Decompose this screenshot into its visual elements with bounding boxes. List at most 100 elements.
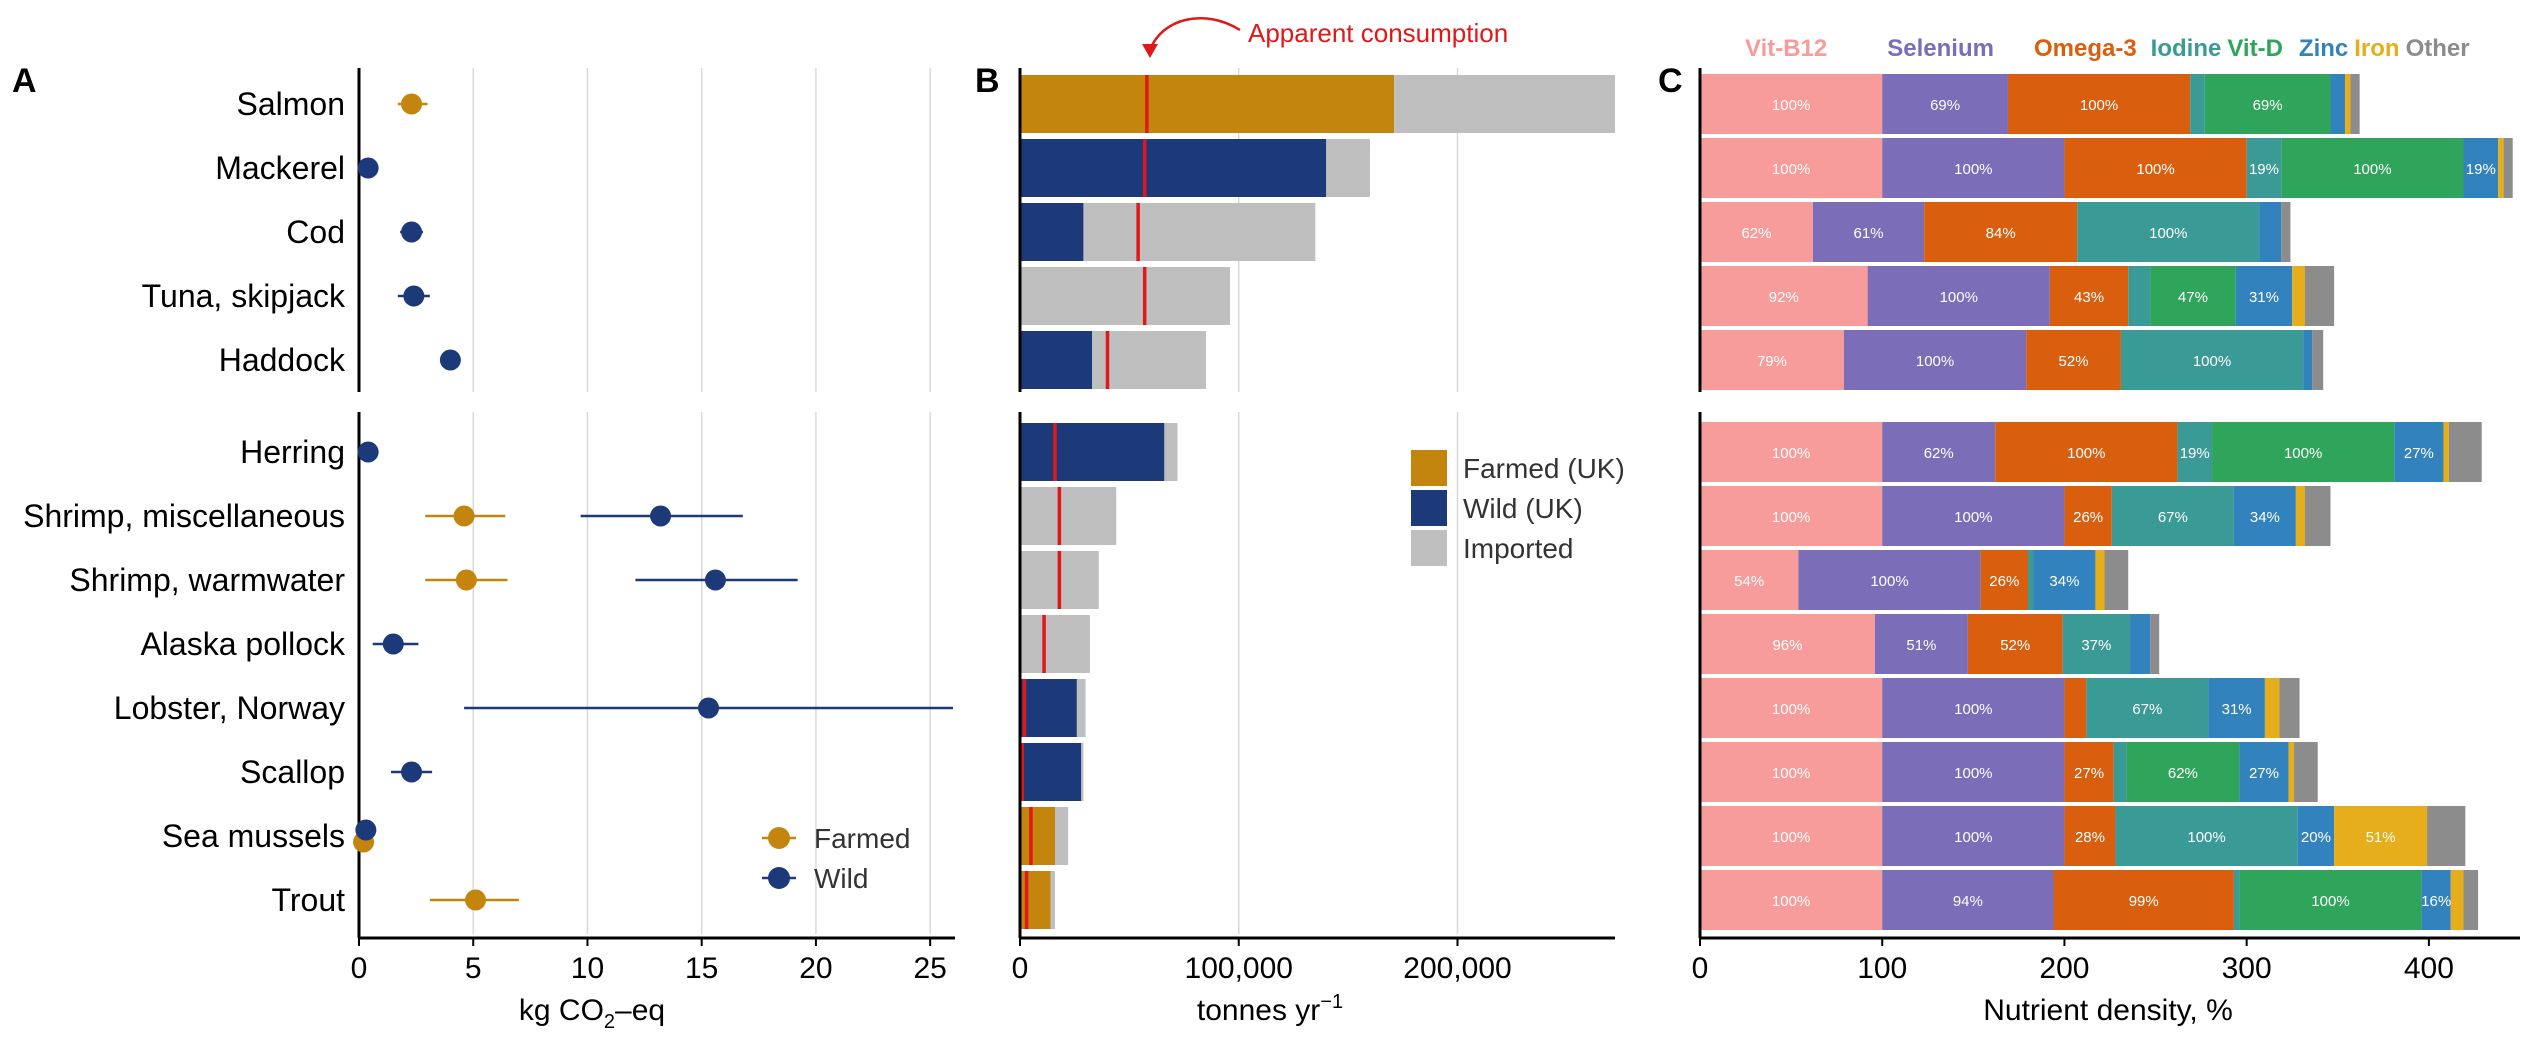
panel-c-bar-iodine	[2113, 742, 2127, 802]
panel-c-bar-selenium	[1882, 74, 2008, 134]
panel-b-bar-wild	[1020, 331, 1093, 389]
nutrient-legend-zinc: Zinc	[2299, 35, 2348, 62]
wild-point	[439, 349, 461, 371]
panel-c-bar-other	[2463, 870, 2479, 930]
panel-c-bar-iodine	[2062, 614, 2131, 674]
panel-c-bar-vit-d	[2212, 422, 2395, 482]
panel-b-bar-imported	[1076, 679, 1086, 737]
apparent-consumption-arrowhead	[1142, 44, 1158, 58]
species-label: Scallop	[240, 754, 345, 790]
panel-b-bar-imported	[1083, 203, 1316, 261]
panel-b-bar-wild	[1020, 139, 1327, 197]
nutrient-legend-selenium: Selenium	[1887, 35, 1994, 62]
panel-c-bar-label: 100%	[1772, 161, 1810, 178]
panel-b-legend-swatch	[1411, 530, 1447, 566]
panel-c-bar-iron	[2264, 678, 2280, 738]
panel-c-bar-vit-b12	[1700, 614, 1875, 674]
panel-c-bar-iodine	[2086, 678, 2209, 738]
panel-b-bar-wild	[1020, 423, 1165, 481]
panel-c-bar-label: 100%	[2149, 225, 2187, 242]
panel-c-bar-label: 100%	[2311, 893, 2349, 910]
panel-c-bar-other	[2304, 486, 2331, 546]
panel-b-legend-label: Farmed (UK)	[1463, 453, 1625, 484]
panel-c-bar-label: 100%	[1772, 445, 1810, 462]
panel-c-bar-label: 100%	[1954, 509, 1992, 526]
panel-b-bar-imported	[1020, 267, 1230, 325]
panel-a-xtick-label: 20	[799, 952, 832, 985]
farmed-point	[455, 569, 477, 591]
panel-c-bar-other	[2281, 202, 2291, 262]
panel-c-bar-label: 69%	[2253, 97, 2283, 114]
panel-c-bar-other	[2150, 614, 2160, 674]
nutrient-legend-iron: Iron	[2354, 35, 2399, 62]
panel-c-bar-other	[2304, 266, 2335, 326]
panel-c-bar-label: 31%	[2222, 701, 2252, 718]
panel-c-bar-vit-b12	[1700, 742, 1883, 802]
panel-c-bar-label: 100%	[1772, 97, 1810, 114]
panel-c-bar-selenium	[1882, 422, 1996, 482]
panel-c-bar-label: 100%	[1870, 573, 1908, 590]
panel-c-bar-omega-3	[2064, 486, 2112, 546]
panel-c-bar-label: 34%	[2250, 509, 2280, 526]
panel-a-scatter: 0 5 10 15 20 25 Salmon Mackerel Cod Tuna, skipjac…	[23, 68, 955, 985]
panel-c-bar-omega-3	[2064, 678, 2087, 738]
panel-c-bar-other	[2279, 678, 2300, 738]
panel-a-xtick-label: 0	[351, 952, 368, 985]
panel-b-bar-farmed	[1020, 807, 1055, 865]
panel-c-bars: 100% 69% 100% 69% 100% 100% 100% 19% 100% 19% 62% 6…	[1692, 35, 2520, 985]
panel-c-bar-vit-b12	[1700, 678, 1883, 738]
panel-a-xtick-label: 15	[685, 952, 718, 985]
panel-c-bar-label: 52%	[2000, 637, 2030, 654]
wild-point	[698, 697, 720, 719]
panel-c-bar-omega-3	[1980, 550, 2028, 610]
panel-c-bar-label: 67%	[2132, 701, 2162, 718]
panel-c-bar-iron	[2450, 870, 2464, 930]
panel-c-bar-other	[2350, 74, 2360, 134]
species-label: Trout	[272, 882, 346, 918]
panel-c-bar-other	[2104, 550, 2129, 610]
panel-b-bar-imported	[1050, 871, 1055, 929]
panel-b-legend-label: Imported	[1463, 533, 1574, 564]
panel-a-legend-marker	[768, 867, 790, 889]
panel-c-bar-selenium	[1882, 678, 2065, 738]
panel-c-bar-label: 84%	[1986, 225, 2016, 242]
species-label: Mackerel	[215, 150, 345, 186]
panel-c-bar-iron	[2288, 742, 2295, 802]
species-label: Cod	[286, 214, 345, 250]
panel-c-bar-label: 100%	[1954, 829, 1992, 846]
panel-c-bar-selenium	[1874, 614, 1968, 674]
wild-point	[355, 819, 377, 841]
apparent-consumption-annotation: Apparent consumption	[1248, 18, 1508, 48]
panel-c-bar-iodine	[2190, 74, 2205, 134]
panel-a-xlabel: kg CO2–eq	[519, 994, 665, 1033]
panel-c-bar-other	[2427, 806, 2466, 866]
panel-c-bar-zinc	[2239, 742, 2289, 802]
panel-c-bar-zinc	[2208, 678, 2265, 738]
nutrient-legend-iodine: Iodine	[2151, 35, 2222, 62]
panel-c-bar-label: 100%	[1772, 765, 1810, 782]
panel-a-xlabel-main: kg CO	[519, 994, 604, 1027]
panel-c-bar-vit-d	[2239, 870, 2422, 930]
panel-c-xtick-label: 0	[1692, 952, 1709, 985]
panel-b-bar-farmed	[1020, 75, 1395, 133]
panel-c-bar-label: 100%	[2136, 161, 2174, 178]
panel-b-legend-swatch	[1411, 450, 1447, 486]
panel-a-xlabel-tail: –eq	[615, 994, 665, 1027]
panel-c-bar-omega-3	[1924, 202, 2078, 262]
panel-c-bar-zinc	[2259, 202, 2282, 262]
panel-c-bar-label: 100%	[2187, 829, 2225, 846]
panel-a-legend-label: Farmed	[814, 823, 910, 854]
panel-c-bar-zinc	[2463, 138, 2499, 198]
panel-c-bar-selenium	[1812, 202, 1925, 262]
panel-c-bar-iron	[2095, 550, 2105, 610]
wild-point	[650, 505, 672, 527]
panel-c-bar-label: 99%	[2129, 893, 2159, 910]
panel-b-bar-imported	[1164, 423, 1178, 481]
panel-c-bar-label: 26%	[2073, 509, 2103, 526]
panel-c-bar-vit-b12	[1700, 422, 1883, 482]
panel-c-bar-iodine	[2077, 202, 2260, 262]
panel-c-bar-zinc	[2235, 266, 2293, 326]
panel-c-bar-selenium	[1882, 138, 2065, 198]
panel-b-xlabel: tonnes yr−1	[1197, 991, 1343, 1027]
